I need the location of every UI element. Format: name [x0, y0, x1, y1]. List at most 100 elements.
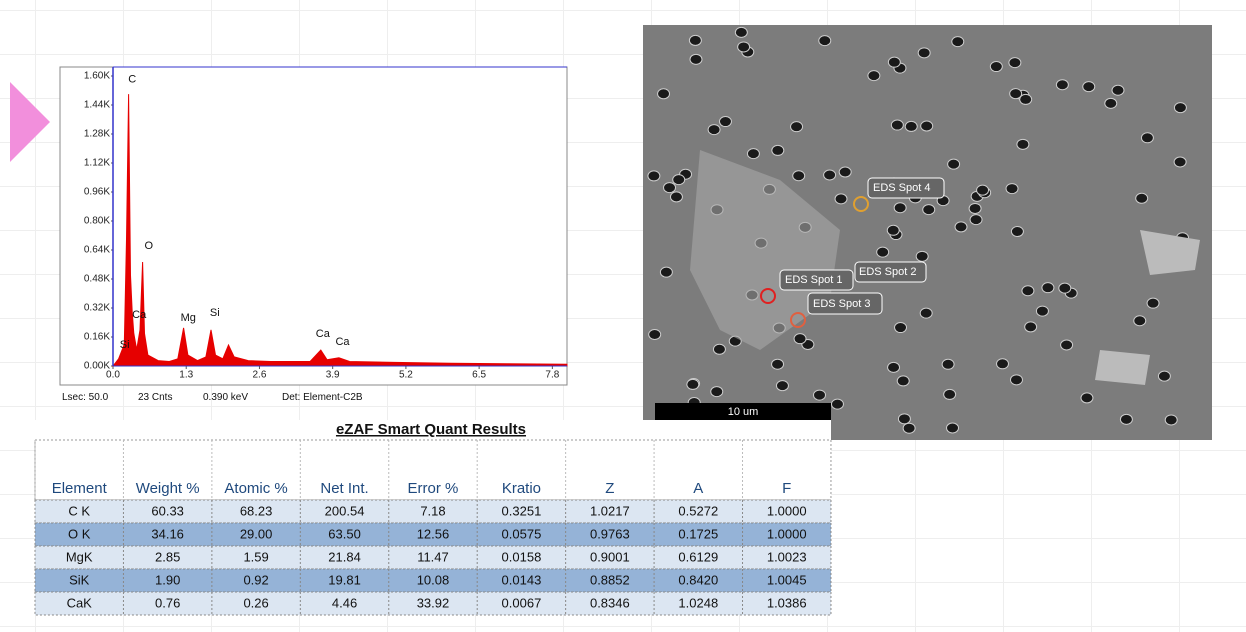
- pore: [1025, 322, 1037, 332]
- pore: [891, 120, 903, 130]
- pore: [831, 399, 843, 409]
- x-tick-label: 1.3: [179, 370, 193, 381]
- pore: [738, 42, 750, 52]
- scale-label: 10 um: [728, 406, 759, 418]
- pore: [713, 344, 725, 354]
- spectrum-frame: [60, 67, 567, 385]
- pore: [905, 121, 917, 131]
- y-tick-label: 0.16K: [84, 332, 110, 343]
- pore: [1158, 371, 1170, 381]
- arrow: [10, 82, 50, 162]
- pore: [1120, 414, 1132, 424]
- cell: 0.8346: [590, 595, 630, 610]
- pore: [819, 36, 831, 46]
- pore: [1036, 306, 1048, 316]
- pore: [1006, 184, 1018, 194]
- pore: [887, 225, 899, 235]
- pore: [791, 122, 803, 132]
- pore: [1022, 286, 1034, 296]
- cell: 1.0217: [590, 503, 630, 518]
- pore: [648, 171, 660, 181]
- y-tick-label: 0.64K: [84, 245, 110, 256]
- cell: 63.50: [328, 526, 361, 541]
- footer-text: Det: Element-C2B: [282, 392, 363, 403]
- cell: 0.0158: [502, 549, 542, 564]
- cell: MgK: [66, 549, 93, 564]
- y-tick-label: 1.44K: [84, 100, 110, 111]
- y-tick-label: 1.60K: [84, 71, 110, 82]
- pore: [719, 117, 731, 127]
- cell: 4.46: [332, 595, 357, 610]
- pore: [1042, 283, 1054, 293]
- header-cell: Error %: [408, 480, 459, 497]
- pore: [944, 389, 956, 399]
- peak-label: Si: [120, 339, 130, 351]
- pore: [1134, 316, 1146, 326]
- cell: 10.08: [417, 572, 450, 587]
- cell: 19.81: [328, 572, 361, 587]
- table: ElementWeight %Atomic %Net Int.Error %Kr…: [35, 440, 831, 615]
- y-tick-label: 0.32K: [84, 303, 110, 314]
- pore: [868, 71, 880, 81]
- spot-label: EDS Spot 2: [859, 266, 916, 278]
- pore: [664, 183, 676, 193]
- cell: 0.8852: [590, 572, 630, 587]
- cell: 11.47: [417, 549, 449, 564]
- pore: [1141, 133, 1153, 143]
- pore: [903, 423, 915, 433]
- cell: 2.85: [155, 549, 180, 564]
- pore: [1174, 157, 1186, 167]
- pore: [888, 57, 900, 67]
- cell: 1.90: [155, 572, 180, 587]
- pore: [658, 89, 670, 99]
- footer-text: Lsec: 50.0: [62, 392, 109, 403]
- pore: [898, 414, 910, 424]
- pore: [1083, 82, 1095, 92]
- pore: [1105, 98, 1117, 108]
- peak-label: Ca: [316, 328, 331, 340]
- pore: [1136, 193, 1148, 203]
- x-tick-label: 3.9: [326, 370, 340, 381]
- pore: [772, 359, 784, 369]
- header-cell: Atomic %: [224, 480, 287, 497]
- pore: [1061, 340, 1073, 350]
- pore: [969, 203, 981, 213]
- y-tick-label: 0.96K: [84, 187, 110, 198]
- cell: 0.3251: [502, 503, 542, 518]
- pore: [824, 170, 836, 180]
- footer-text: 23 Cnts: [138, 392, 172, 403]
- pore: [977, 185, 989, 195]
- cell: 0.0067: [502, 595, 542, 610]
- cell: 33.92: [417, 595, 450, 610]
- cell: 34.16: [151, 526, 184, 541]
- cell: 0.26: [243, 595, 268, 610]
- cell: C K: [68, 503, 90, 518]
- header-cell: Element: [52, 480, 108, 497]
- pore: [649, 330, 661, 340]
- cell: 0.5272: [678, 503, 718, 518]
- peak-label: Si: [210, 307, 220, 319]
- pore: [690, 54, 702, 64]
- pore: [888, 362, 900, 372]
- pore: [1165, 415, 1177, 425]
- pore: [708, 125, 720, 135]
- pore: [1174, 103, 1186, 113]
- pore: [772, 145, 784, 155]
- cell: 7.18: [420, 503, 445, 518]
- pore: [839, 167, 851, 177]
- cell: 0.92: [243, 572, 268, 587]
- cell: 0.9763: [590, 526, 630, 541]
- cell: 0.0575: [502, 526, 542, 541]
- pore: [920, 308, 932, 318]
- pore: [673, 175, 685, 185]
- cell: 0.0143: [502, 572, 542, 587]
- x-tick-label: 6.5: [472, 370, 486, 381]
- pore: [1059, 283, 1071, 293]
- peak-label: Ca: [335, 336, 350, 348]
- pore: [1020, 94, 1032, 104]
- peak-label: C: [128, 74, 136, 86]
- cell: O K: [68, 526, 91, 541]
- pore: [916, 251, 928, 261]
- cell: 0.76: [155, 595, 180, 610]
- pore: [1147, 298, 1159, 308]
